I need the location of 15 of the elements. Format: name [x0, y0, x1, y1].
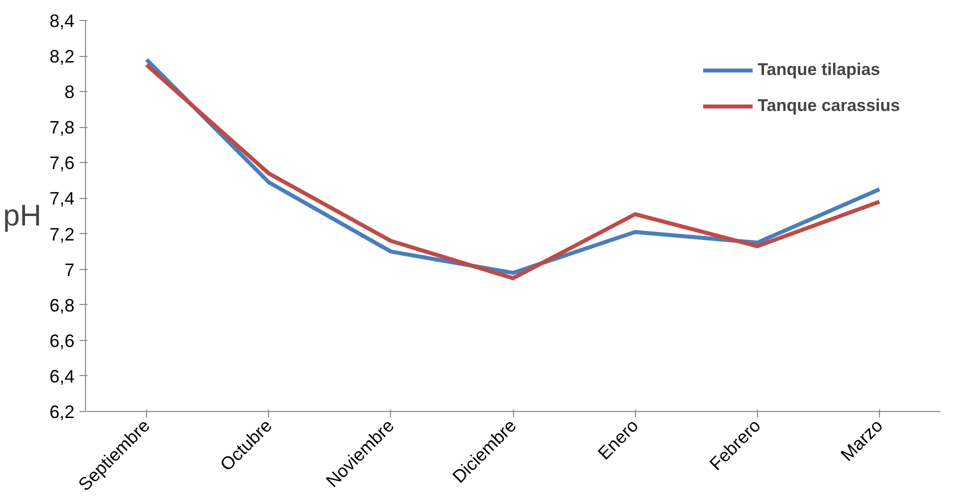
legend-label: Tanque carassius — [758, 96, 900, 116]
y-tick-label: 6,4 — [49, 366, 75, 386]
y-tick-label: 7,2 — [49, 224, 75, 244]
y-tick-label: 7 — [64, 260, 75, 280]
y-tick-label: 8,4 — [49, 11, 75, 31]
y-tick-label: 8 — [64, 82, 75, 102]
y-tick-label: 7,8 — [49, 118, 75, 138]
y-tick-label: 8,2 — [49, 46, 75, 67]
legend-label: Tanque tilapias — [758, 60, 880, 80]
y-tick-label: 7,4 — [49, 188, 75, 209]
y-axis-title: pH — [3, 200, 42, 232]
y-tick-label: 6,6 — [49, 330, 75, 351]
y-tick-label: 6,2 — [49, 402, 75, 422]
y-tick-label: 6,8 — [49, 295, 75, 316]
y-tick-label: 7,6 — [49, 153, 75, 174]
